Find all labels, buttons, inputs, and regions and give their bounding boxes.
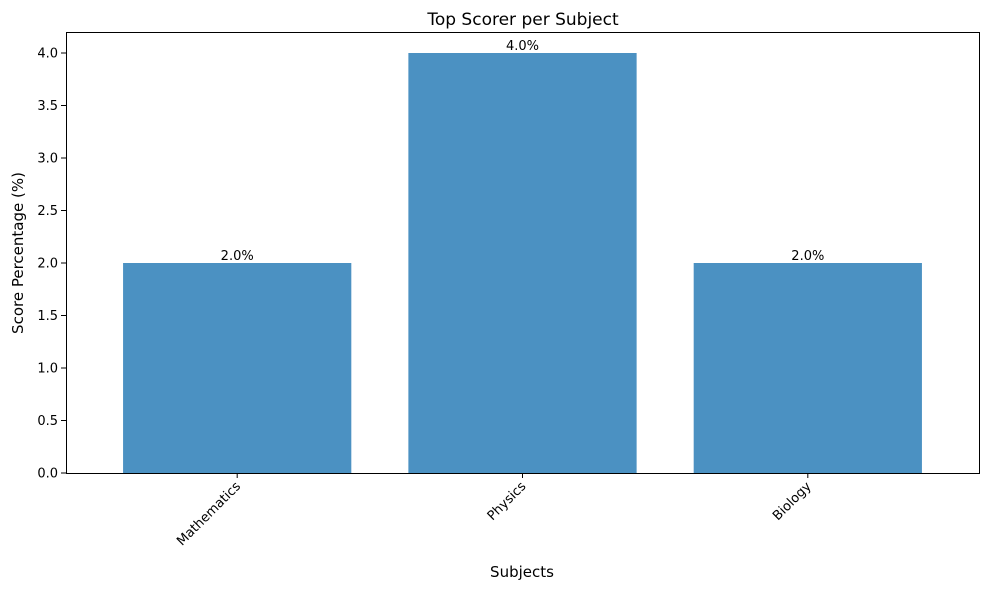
bars-layer — [123, 53, 922, 473]
y-axis-label: Score Percentage (%) — [9, 172, 27, 334]
y-tick-label: 1.5 — [37, 309, 58, 324]
chart-title: Top Scorer per Subject — [426, 10, 619, 30]
y-tick-label: 0.0 — [37, 467, 58, 482]
plot-frame — [66, 32, 980, 474]
y-tick-label: 2.5 — [37, 204, 58, 219]
data-label-mathematics: 2.0% — [221, 249, 254, 264]
y-tick-label: 3.5 — [37, 99, 58, 114]
y-tick-label: 2.0 — [37, 257, 58, 272]
data-label-physics: 4.0% — [506, 39, 539, 54]
x-tick-label: Physics — [485, 479, 530, 524]
bar-physics — [408, 53, 637, 473]
bar-biology — [693, 263, 922, 473]
data-label-biology: 2.0% — [791, 249, 824, 264]
bar-mathematics — [123, 263, 352, 473]
x-tick-label: Mathematics — [174, 479, 244, 549]
y-tick-label: 0.5 — [37, 414, 58, 429]
x-axis-label: Subjects — [490, 563, 554, 581]
y-tick-label: 1.0 — [37, 362, 58, 377]
y-tick-label: 4.0 — [37, 47, 58, 62]
y-tick-label: 3.0 — [37, 152, 58, 167]
x-tick-label: Biology — [770, 479, 815, 524]
